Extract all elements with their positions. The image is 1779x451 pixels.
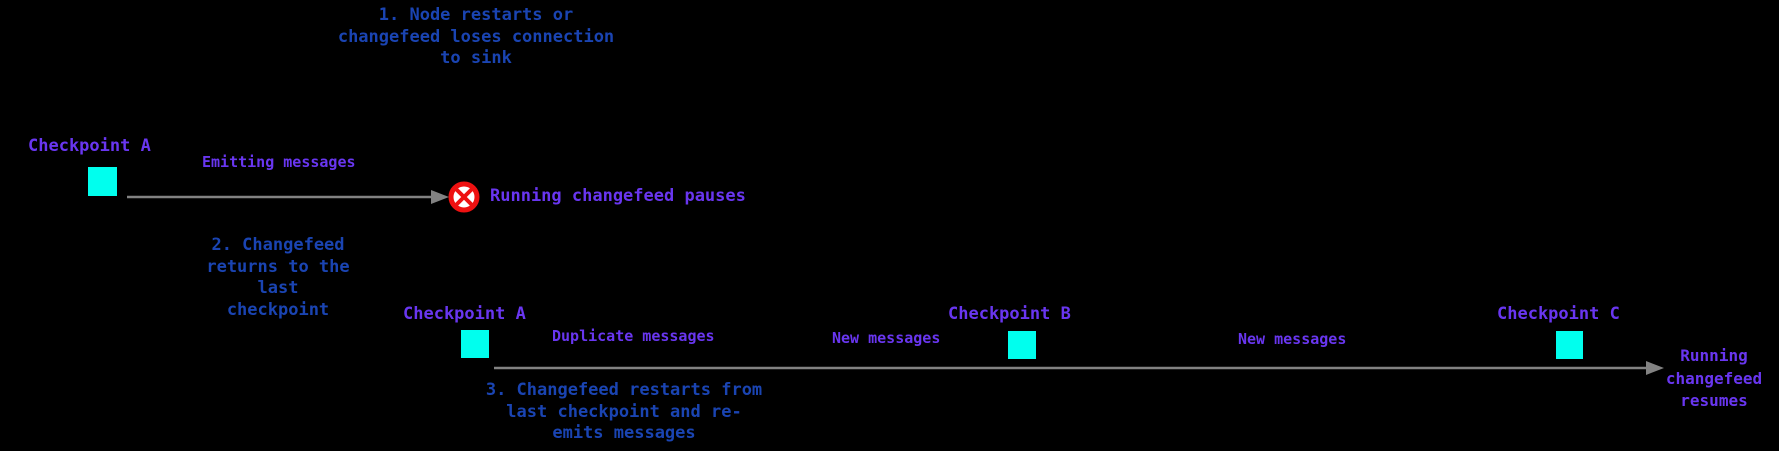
new-messages-1-label: New messages [832,329,941,347]
timeline2-checkpoint-c-marker [1556,331,1583,359]
timeline2-checkpoint-b-label: Checkpoint B [948,304,1071,324]
timeline2-checkpoint-a-marker [461,330,489,358]
step3-note: 3. Changefeed restarts from last checkpo… [485,380,763,443]
emitting-messages-label: Emitting messages [202,153,356,171]
new-messages-2-label: New messages [1238,330,1347,348]
timeline1-checkpoint-a-label: Checkpoint A [28,136,151,156]
timeline2-checkpoint-a-label: Checkpoint A [403,304,526,324]
arrowhead-icon [1646,361,1664,375]
step2-note: 2. Changefeed returns to the last checkp… [206,235,350,320]
duplicate-messages-label: Duplicate messages [552,327,715,345]
arrowhead-icon [431,190,449,204]
timeline1-arrow [127,190,449,204]
changefeed-error-icon [448,181,480,213]
running-changefeed-pauses-label: Running changefeed pauses [490,186,746,206]
timeline2-checkpoint-b-marker [1008,331,1036,359]
running-changefeed-resumes-label: Running changefeed resumes [1665,346,1763,410]
timeline1-checkpoint-a-marker [88,167,117,196]
timeline2-checkpoint-c-label: Checkpoint C [1497,304,1620,324]
timeline2-arrow [494,361,1664,375]
step1-note: 1. Node restarts or changefeed loses con… [337,5,615,68]
